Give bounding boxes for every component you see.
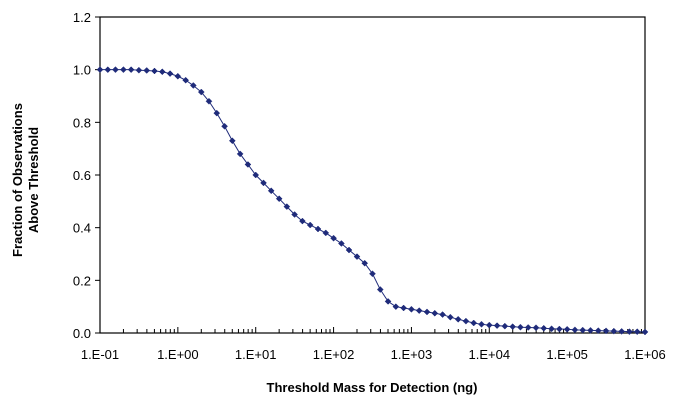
data-point xyxy=(548,325,555,333)
data-point xyxy=(322,229,330,237)
x-tick-label: 1.E+01 xyxy=(235,347,277,362)
data-point xyxy=(197,88,205,96)
data-point xyxy=(120,66,127,74)
data-point xyxy=(236,150,244,158)
data-point xyxy=(345,246,353,254)
data-point xyxy=(314,225,322,233)
y-tick-labels: 0.0 0.2 0.4 0.6 0.8 1.0 1.2 xyxy=(73,10,91,341)
y-tick-label: 0.8 xyxy=(73,115,91,130)
data-point xyxy=(221,122,228,130)
data-point xyxy=(594,327,602,334)
data-point xyxy=(283,203,291,210)
x-tick-label: 1.E+02 xyxy=(313,347,355,362)
x-axis-title: Threshold Mass for Detection (ng) xyxy=(267,380,478,395)
y-tick-label: 0.6 xyxy=(73,168,91,183)
y-axis-title-line1: Fraction of Observations xyxy=(10,103,25,257)
data-point xyxy=(641,328,649,336)
data-point xyxy=(267,187,275,195)
data-point xyxy=(633,328,641,336)
data-point xyxy=(127,66,135,74)
x-tick-label: 1.E+00 xyxy=(157,347,199,362)
data-point xyxy=(376,286,384,293)
data-point xyxy=(275,195,283,203)
data-point xyxy=(532,324,540,332)
data-point xyxy=(392,303,400,311)
data-point xyxy=(626,328,633,336)
y-axis-title-line2: Above Threshold xyxy=(26,127,41,233)
data-point xyxy=(369,270,376,278)
data-point xyxy=(96,66,104,74)
data-point xyxy=(408,305,415,313)
data-point xyxy=(478,320,485,328)
data-point xyxy=(470,319,478,327)
data-point xyxy=(587,327,594,334)
data-point xyxy=(112,66,119,74)
data-point xyxy=(174,72,182,80)
data-point xyxy=(400,304,407,312)
data-point xyxy=(135,66,143,74)
data-point xyxy=(104,66,112,74)
data-point xyxy=(166,70,174,77)
y-tick-label: 1.0 xyxy=(73,63,91,78)
x-tick-label: 1.E-01 xyxy=(81,347,119,362)
x-tick-label: 1.E+03 xyxy=(391,347,433,362)
data-point xyxy=(462,317,470,325)
data-point xyxy=(158,68,166,76)
data-point xyxy=(291,211,298,218)
data-point xyxy=(556,325,563,333)
y-tick-label: 0.2 xyxy=(73,273,91,288)
data-point xyxy=(260,179,267,187)
series-layer xyxy=(96,66,649,336)
plot-area xyxy=(99,16,646,334)
data-point xyxy=(579,326,587,334)
data-point xyxy=(517,323,524,331)
data-point xyxy=(431,309,439,317)
data-point xyxy=(182,76,190,84)
data-point xyxy=(151,67,158,75)
data-point xyxy=(571,326,579,334)
data-point xyxy=(189,82,197,89)
data-point xyxy=(299,217,306,225)
x-tick-label: 1.E+06 xyxy=(624,347,666,362)
data-point xyxy=(610,327,618,335)
data-point xyxy=(361,259,369,267)
data-point xyxy=(439,311,446,318)
y-tick-label: 0.0 xyxy=(73,326,91,341)
data-point xyxy=(602,327,610,335)
data-point xyxy=(228,137,236,145)
x-tick-labels: 1.E-01 1.E+00 1.E+01 1.E+02 1.E+03 1.E+04 1.E+… xyxy=(81,347,666,362)
data-point xyxy=(454,315,462,323)
data-point xyxy=(618,328,625,335)
x-tick-label: 1.E+05 xyxy=(546,347,588,362)
data-point xyxy=(205,97,213,105)
data-point xyxy=(306,221,314,229)
data-point xyxy=(423,308,431,316)
data-point xyxy=(415,307,423,314)
data-point xyxy=(384,298,392,305)
data-point xyxy=(493,322,501,329)
data-point xyxy=(143,67,151,74)
data-point xyxy=(501,322,509,330)
y-tick-label: 1.2 xyxy=(73,10,91,25)
y-tick-label: 0.4 xyxy=(73,221,91,236)
data-point xyxy=(244,161,252,168)
data-point xyxy=(509,323,516,331)
data-point xyxy=(447,313,454,321)
data-point xyxy=(563,325,571,333)
data-point xyxy=(540,324,548,332)
data-point xyxy=(353,253,361,260)
data-point xyxy=(213,109,221,117)
data-point xyxy=(252,171,260,179)
data-point xyxy=(524,324,532,331)
data-point xyxy=(330,234,337,242)
data-point xyxy=(485,321,493,329)
data-point xyxy=(338,240,345,247)
x-tick-label: 1.E+04 xyxy=(468,347,510,362)
